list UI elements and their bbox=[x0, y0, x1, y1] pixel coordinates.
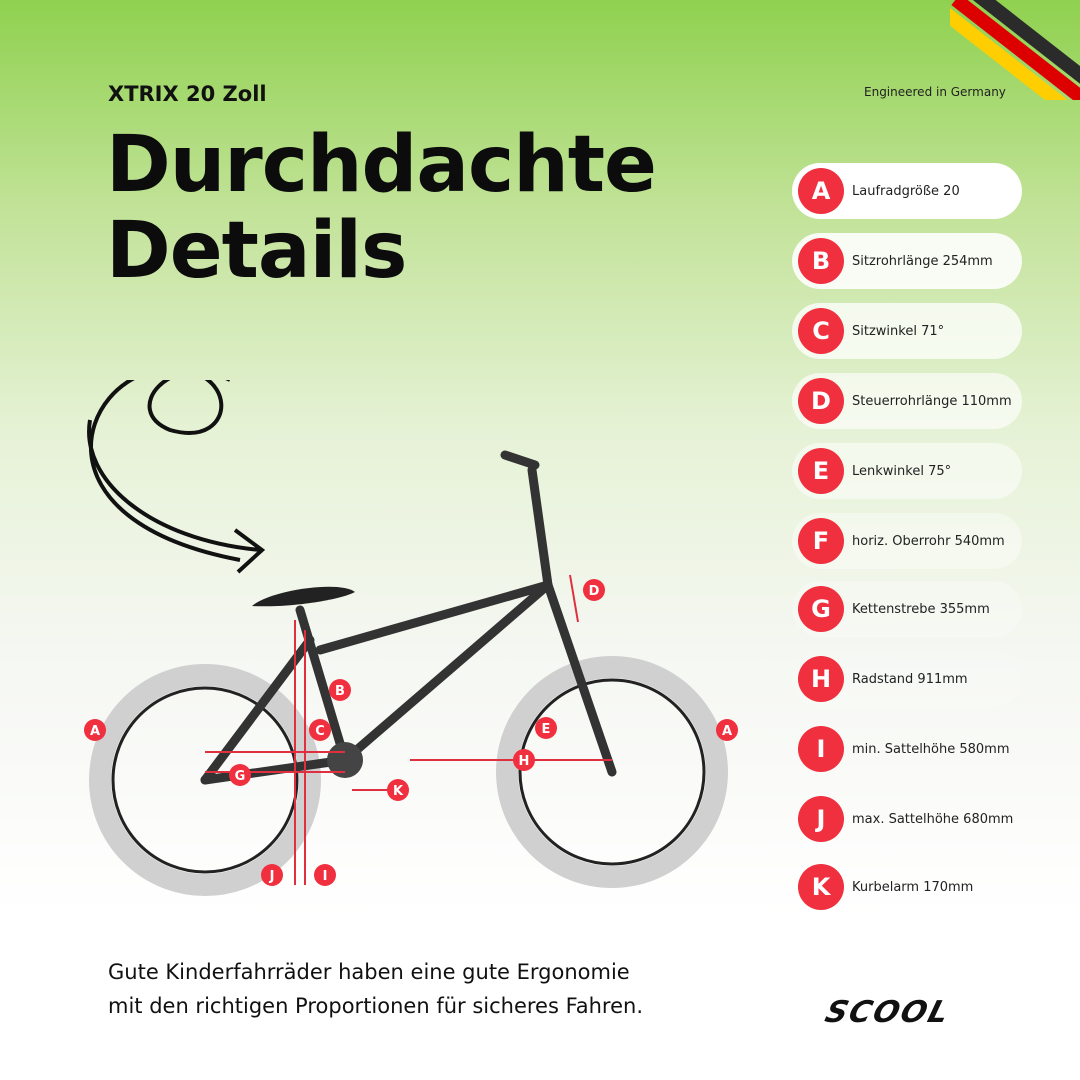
marker-b: B bbox=[329, 679, 351, 701]
spec-badge: D bbox=[798, 378, 844, 424]
spec-badge: C bbox=[798, 308, 844, 354]
spec-item-b: B Sitzrohrlänge 254mm bbox=[792, 233, 1022, 289]
spec-label: Radstand 911mm bbox=[852, 671, 968, 687]
marker-h: H bbox=[513, 749, 535, 771]
spec-item-g: G Kettenstrebe 355mm bbox=[792, 581, 1022, 637]
footer-line-1: Gute Kinderfahrräder haben eine gute Erg… bbox=[108, 960, 630, 984]
marker-label: K bbox=[393, 784, 404, 799]
spec-badge: E bbox=[798, 448, 844, 494]
spec-label: max. Sattelhöhe 680mm bbox=[852, 811, 1014, 827]
spec-label: Sitzrohrlänge 254mm bbox=[852, 253, 993, 269]
headline: Durchdachte Details bbox=[106, 120, 657, 296]
saddle bbox=[252, 586, 355, 607]
spec-badge: F bbox=[798, 518, 844, 564]
marker-label: H bbox=[519, 754, 530, 769]
marker-a: A bbox=[716, 719, 738, 741]
marker-e: E bbox=[535, 717, 557, 739]
footer-line-2: mit den richtigen Proportionen für siche… bbox=[108, 994, 643, 1018]
spec-badge: A bbox=[798, 168, 844, 214]
marker-label: D bbox=[589, 584, 600, 599]
marker-g: G bbox=[229, 764, 251, 786]
spec-label: Kettenstrebe 355mm bbox=[852, 601, 990, 617]
marker-d: D bbox=[583, 579, 605, 601]
marker-label: I bbox=[323, 869, 328, 884]
spec-label: Laufradgröße 20 bbox=[852, 183, 960, 199]
tagline: Engineered in Germany bbox=[864, 85, 1006, 99]
marker-j: J bbox=[261, 864, 283, 886]
spec-label: min. Sattelhöhe 580mm bbox=[852, 741, 1010, 757]
spec-label: Kurbelarm 170mm bbox=[852, 879, 974, 895]
rear-wheel bbox=[89, 664, 321, 896]
headline-line-2: Details bbox=[106, 206, 407, 296]
spec-badge: I bbox=[798, 726, 844, 772]
spec-item-c: C Sitzwinkel 71° bbox=[792, 303, 1022, 359]
footer-text: Gute Kinderfahrräder haben eine gute Erg… bbox=[108, 955, 643, 1023]
marker-label: J bbox=[269, 869, 275, 884]
arrow-swirl bbox=[89, 380, 241, 562]
bike-diagram: A A B C D E G H K J I bbox=[84, 380, 738, 896]
spec-badge: H bbox=[798, 656, 844, 702]
spec-item-e: E Lenkwinkel 75° bbox=[792, 443, 1022, 499]
arrow-icon bbox=[87, 419, 266, 574]
scool-logo: SCOOL bbox=[821, 995, 955, 1030]
spec-item-h: H Radstand 911mm bbox=[792, 651, 1022, 707]
spec-badge: G bbox=[798, 586, 844, 632]
marker-label: A bbox=[722, 724, 732, 739]
marker-label: A bbox=[90, 724, 100, 739]
spec-badge: K bbox=[798, 864, 844, 910]
marker-c: C bbox=[309, 719, 331, 741]
spec-item-a: A Laufradgröße 20 bbox=[792, 163, 1022, 219]
marker-i: I bbox=[314, 864, 336, 886]
headline-line-1: Durchdachte bbox=[106, 120, 657, 210]
product-name: XTRIX 20 Zoll bbox=[108, 82, 267, 106]
spec-label: horiz. Oberrohr 540mm bbox=[852, 533, 1005, 549]
bike-frame bbox=[200, 450, 617, 785]
spec-badge: B bbox=[798, 238, 844, 284]
spec-badge: J bbox=[798, 796, 844, 842]
marker-a: A bbox=[84, 719, 106, 741]
spec-label: Sitzwinkel 71° bbox=[852, 323, 945, 339]
marker-label: C bbox=[315, 724, 325, 739]
spec-item-d: D Steuerrohrlänge 110mm bbox=[792, 373, 1022, 429]
front-wheel bbox=[496, 656, 728, 888]
marker-label: B bbox=[335, 684, 345, 699]
measure-lines bbox=[205, 574, 612, 885]
spec-label: Lenkwinkel 75° bbox=[852, 463, 952, 479]
spec-item-k: K Kurbelarm 170mm bbox=[792, 859, 1022, 915]
marker-label: E bbox=[542, 722, 551, 737]
marker-label: G bbox=[235, 769, 246, 784]
spec-label: Steuerrohrlänge 110mm bbox=[852, 393, 1012, 409]
marker-k: K bbox=[387, 779, 409, 801]
